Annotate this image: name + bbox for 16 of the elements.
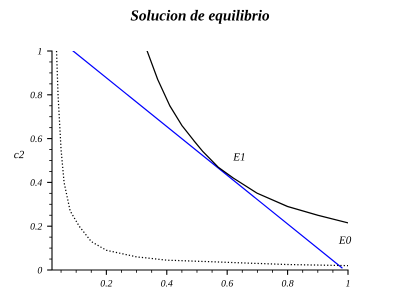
y-tick-label: 0.4 bbox=[30, 179, 42, 186]
y-tick-label: 0.6 bbox=[30, 136, 42, 142]
chart-title: Solucion de equilibrio bbox=[130, 10, 270, 24]
y-tick-label: 1 bbox=[38, 48, 42, 54]
x-tick-label: 0.8 bbox=[282, 280, 294, 287]
y-axis-title: c2 bbox=[14, 150, 24, 158]
x-tick-label: 0.4 bbox=[161, 280, 173, 287]
y-tick-label: 0 bbox=[38, 266, 42, 274]
x-tick-label: 1 bbox=[346, 280, 350, 286]
line-series bbox=[146, 51, 348, 224]
annotation: E1 bbox=[233, 153, 244, 160]
annotation: E0 bbox=[338, 236, 352, 244]
y-tick-label: 0.8 bbox=[30, 92, 42, 98]
x-tick-label: 0.2 bbox=[100, 280, 112, 287]
x-tick-label: 0.6 bbox=[221, 280, 234, 287]
y-tick-label: 0.2 bbox=[30, 223, 42, 230]
